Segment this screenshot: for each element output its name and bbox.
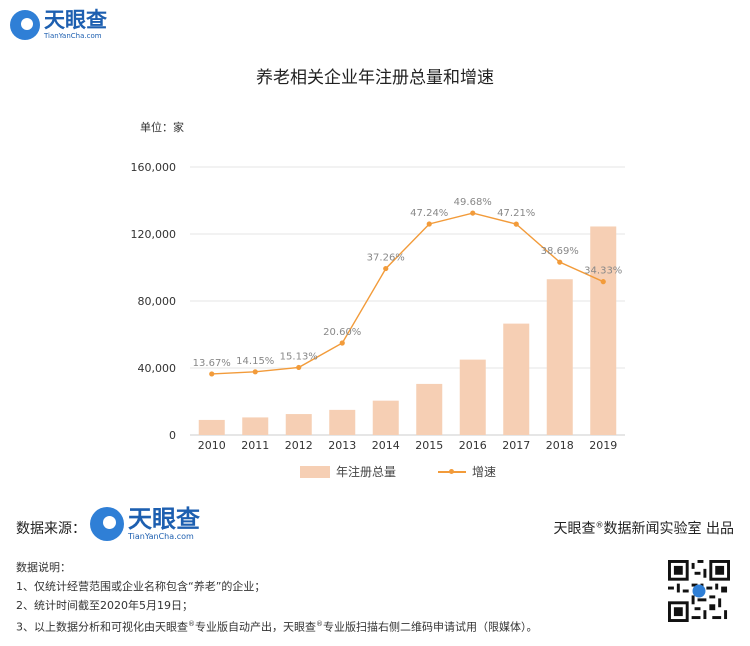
- growth-point: [296, 364, 302, 371]
- bar: [416, 383, 443, 435]
- legend-bar-label: 年注册总量: [336, 465, 397, 479]
- x-tick-label: 2012: [285, 439, 313, 452]
- legend-bar-swatch: [300, 465, 330, 478]
- source-logo-url: TianYanCha.com: [128, 532, 194, 541]
- growth-data-label: 49.68%: [454, 197, 492, 208]
- credit-line: 天眼查®数据新闻实验室 出品: [554, 518, 734, 538]
- growth-data-label: 47.24%: [410, 208, 448, 219]
- x-tick-label: 2014: [372, 439, 400, 452]
- bar: [503, 323, 530, 435]
- growth-data-label: 15.13%: [280, 351, 318, 362]
- notes-item-3: 3、以上数据分析和可视化由天眼查®专业版自动产出，天眼查®专业版扫描右侧二维码申…: [16, 615, 656, 637]
- credit-registered: ®: [595, 520, 604, 530]
- source-label: 数据来源：: [16, 521, 86, 537]
- legend-line-swatch: [438, 469, 467, 474]
- bar: [198, 419, 225, 435]
- notes-item-3-b: 专业版自动产出，天眼查: [195, 620, 316, 634]
- growth-point: [470, 210, 476, 216]
- x-tick-label: 2016: [459, 439, 487, 452]
- notes-item-3-a: 3、以上数据分析和可视化由天眼查: [16, 620, 188, 634]
- source-logo-eye-icon: [90, 507, 124, 541]
- source-logo-name: 天眼查: [128, 505, 200, 533]
- y-tick-label: 80,000: [138, 295, 177, 308]
- x-tick-label: 2011: [241, 439, 269, 452]
- bar: [459, 359, 486, 435]
- x-tick-label: 2017: [502, 439, 530, 452]
- growth-data-label: 37.26%: [367, 253, 405, 264]
- growth-point: [557, 259, 563, 265]
- y-tick-label: 120,000: [131, 228, 177, 241]
- credit-rest: 数据新闻实验室 出品: [603, 521, 734, 537]
- x-tick-label: 2013: [328, 439, 356, 452]
- growth-point: [383, 265, 389, 272]
- growth-point: [600, 279, 606, 285]
- legend-line-label: 增速: [472, 465, 497, 479]
- growth-point: [426, 221, 432, 227]
- growth-data-label: 20.60%: [323, 327, 361, 338]
- bar: [590, 226, 617, 435]
- chart-canvas: 单位：家 0 40,000 80,000 120,000 160,000 2010 2011 2…: [131, 120, 625, 452]
- y-unit-label: 单位：家: [140, 120, 184, 134]
- chart-title: 养老相关企业年注册总量和增速: [256, 68, 494, 88]
- notes-item-3-sup: ®: [188, 620, 195, 628]
- bar: [285, 414, 312, 435]
- growth-data-label: 38.69%: [541, 246, 579, 257]
- notes-item-3-sup2: ®: [316, 620, 323, 628]
- notes-item-2: 2、统计时间截至2020年5月19日；: [16, 599, 193, 612]
- growth-data-label: 14.15%: [236, 356, 274, 367]
- growth-point: [252, 369, 258, 375]
- x-tick-label: 2010: [198, 439, 226, 452]
- y-tick-label: 160,000: [131, 161, 177, 174]
- growth-data-label: 34.33%: [584, 266, 622, 277]
- top-logo: 天眼查 TianYanCha.com: [10, 10, 107, 40]
- notes-item-1: 1、仅统计经营范围或企业名称包含“养老”的企业；: [16, 580, 266, 593]
- notes-item-3-c: 专业版扫描右侧二维码申请试用（限媒体）。: [323, 620, 538, 634]
- x-tick-label: 2018: [546, 439, 574, 452]
- growth-line: [211, 212, 604, 375]
- bar: [372, 400, 399, 435]
- data-notes: 数据说明： 1、仅统计经营范围或企业名称包含“养老”的企业； 2、统计时间截至2…: [16, 558, 656, 637]
- logo-url: TianYanCha.com: [44, 32, 102, 40]
- x-tick-label: 2019: [589, 439, 617, 452]
- growth-data-label: 13.67%: [193, 358, 231, 369]
- y-tick-label: 0: [169, 429, 176, 442]
- growth-point: [339, 340, 345, 346]
- source-logo: 天眼查 TianYanCha.com: [90, 507, 200, 541]
- bar: [329, 409, 356, 435]
- bar: [242, 417, 269, 435]
- credit-main: 天眼查: [553, 521, 596, 537]
- y-tick-label: 40,000: [138, 362, 177, 375]
- growth-point: [209, 371, 215, 377]
- qr-code-icon[interactable]: [668, 560, 730, 622]
- x-tick-label: 2015: [415, 439, 443, 452]
- logo-name: 天眼查: [44, 8, 107, 32]
- chart-legend: 年注册总量 增速: [300, 463, 496, 480]
- logo-eye-icon: [10, 10, 40, 40]
- growth-point: [513, 221, 519, 227]
- notes-heading: 数据说明：: [16, 561, 71, 574]
- bar: [546, 279, 573, 435]
- growth-data-label: 47.21%: [497, 208, 535, 219]
